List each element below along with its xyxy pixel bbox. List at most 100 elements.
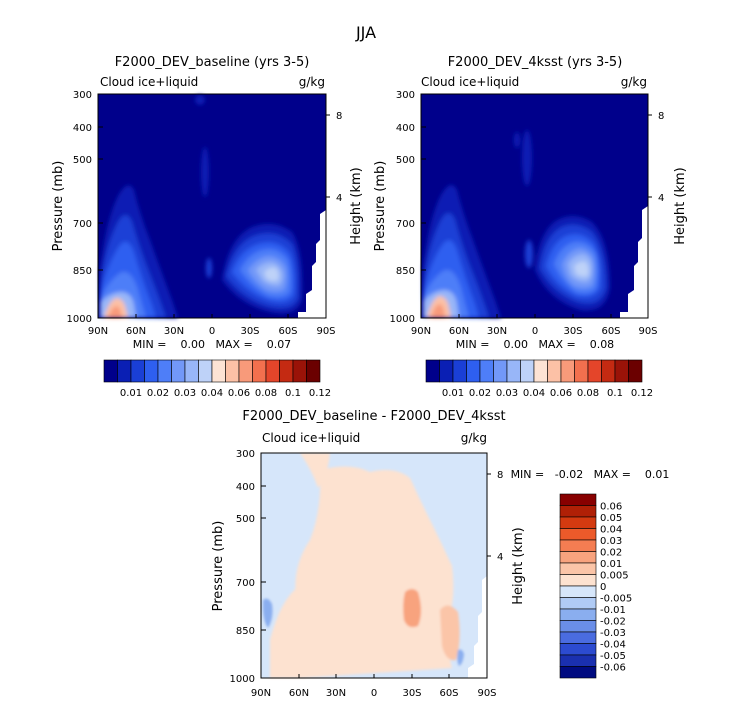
p2-colorbar-swatch-6	[506, 359, 521, 383]
panel-1: F2000_DEV_baseline (yrs 3-5) Cloud ice+l…	[51, 55, 364, 399]
p2-xtick-0: 0	[532, 326, 538, 337]
p2-colorbar-label-3: 0.04	[523, 388, 545, 399]
panel-2-title: F2000_DEV_4ksst (yrs 3-5)	[448, 55, 623, 70]
panel-3-x-axis: 90N 60N 30N 0 30S 60S 90S	[251, 674, 497, 699]
p2-ytick-1000: 1000	[390, 314, 415, 325]
p2-colorbar-swatch-8	[533, 359, 548, 383]
p1-colorbar-swatch-0	[103, 359, 118, 383]
p2-colorbar-label-0: 0.01	[442, 388, 464, 399]
p1-colorbar-label-6: 0.1	[285, 388, 301, 399]
p2-y2tick-4: 4	[658, 193, 664, 204]
p2-colorbar-swatch-14	[614, 359, 629, 383]
p2-colorbar-label-2: 0.03	[496, 388, 518, 399]
p3-xtick-0: 0	[371, 688, 377, 699]
p1-colorbar-label-0: 0.01	[120, 388, 142, 399]
p3-colorbar-swatch-3	[559, 528, 597, 541]
p3-colorbar-swatch-7	[559, 574, 597, 587]
p3-colorbar-swatch-15	[559, 666, 597, 679]
p2-colorbar-swatch-2	[452, 359, 467, 383]
panel-1-x-axis: 90N 60N 30N 0 30S 60S 90S	[88, 314, 336, 337]
panel-1-y-axis: 300 400 500 700 850 1000 Pressure (mb)	[51, 90, 103, 325]
p1-ytick-500: 500	[73, 155, 92, 166]
p1-xtick-90N: 90N	[88, 326, 108, 337]
p1-colorbar-swatch-3	[144, 359, 159, 383]
p1-xtick-60N: 60N	[126, 326, 146, 337]
p1-colorbar-swatch-15	[306, 359, 321, 383]
p3-colorbar-label-11: -0.03	[600, 628, 626, 639]
p2-xtick-30N: 30N	[487, 326, 507, 337]
p3-ytick-400: 400	[236, 482, 255, 493]
p3-y2tick-4: 4	[497, 552, 503, 563]
p3-colorbar-label-2: 0.04	[600, 525, 622, 536]
p1-colorbar-label-2: 0.03	[174, 388, 196, 399]
p3-xtick-30N: 30N	[326, 688, 346, 699]
p1-colorbar-swatch-7	[198, 359, 213, 383]
p2-xtick-90N: 90N	[411, 326, 431, 337]
p3-colorbar-label-5: 0.01	[600, 559, 622, 570]
p1-colorbar-swatch-4	[157, 359, 172, 383]
panel-2-variable: Cloud ice+liquid	[421, 75, 519, 89]
p3-colorbar-swatch-8	[559, 585, 597, 598]
p1-y2label: Height (km)	[349, 167, 364, 244]
p3-xtick-60S: 60S	[439, 688, 458, 699]
p1-ytick-1000: 1000	[67, 314, 92, 325]
panel-2-x-axis: 90N 60N 30N 0 30S 60S 90S	[411, 314, 658, 337]
p1-xtick-0: 0	[209, 326, 215, 337]
panel-2-plot-area	[420, 93, 649, 319]
panel-1-stats: MIN = 0.00 MAX = 0.07	[133, 338, 291, 351]
p1-ytick-850: 850	[73, 266, 92, 277]
p2-xtick-60N: 60N	[449, 326, 469, 337]
p1-colorbar-label-1: 0.02	[147, 388, 169, 399]
panel-3-stats: MIN = -0.02 MAX = 0.01	[511, 468, 670, 481]
p2-y2label: Height (km)	[673, 167, 688, 244]
p1-xtick-60S: 60S	[278, 326, 297, 337]
p3-xtick-60N: 60N	[289, 688, 309, 699]
p3-ytick-300: 300	[236, 449, 255, 460]
p2-xtick-60S: 60S	[601, 326, 620, 337]
p2-colorbar-label-6: 0.1	[607, 388, 623, 399]
p2-colorbar-swatch-15	[628, 359, 643, 383]
p3-colorbar-label-6: 0.005	[600, 571, 629, 582]
p3-ytick-1000: 1000	[230, 674, 255, 685]
p1-colorbar-swatch-2	[130, 359, 145, 383]
p1-colorbar-swatch-11	[252, 359, 267, 383]
p2-xtick-90S: 90S	[638, 326, 657, 337]
p2-colorbar-swatch-1	[439, 359, 454, 383]
p2-colorbar-swatch-7	[520, 359, 535, 383]
p1-xtick-30N: 30N	[164, 326, 184, 337]
p3-colorbar-swatch-1	[559, 505, 597, 518]
p2-ytick-400: 400	[396, 123, 415, 134]
panel-1-y2-axis: 8 4 Height (km)	[326, 111, 364, 245]
p3-colorbar-label-10: -0.02	[600, 617, 626, 628]
p2-colorbar-swatch-9	[547, 359, 562, 383]
panel-3-colorbar: 0.060.050.040.030.020.010.0050-0.005-0.0…	[559, 493, 632, 679]
p2-colorbar-swatch-11	[574, 359, 589, 383]
p3-colorbar-label-7: 0	[600, 582, 606, 593]
p3-colorbar-swatch-0	[559, 493, 597, 506]
p3-colorbar-swatch-9	[559, 597, 597, 610]
p3-ytick-700: 700	[236, 578, 255, 589]
panel-3: F2000_DEV_baseline - F2000_DEV_4ksst Clo…	[211, 409, 669, 699]
panel-1-plot-area	[97, 93, 327, 319]
p2-ytick-500: 500	[396, 155, 415, 166]
panel-1-title: F2000_DEV_baseline (yrs 3-5)	[115, 55, 310, 70]
p3-ytick-500: 500	[236, 514, 255, 525]
p3-colorbar-swatch-14	[559, 654, 597, 667]
p2-ytick-850: 850	[396, 266, 415, 277]
p3-colorbar-swatch-11	[559, 620, 597, 633]
p3-ylabel: Pressure (mb)	[211, 521, 226, 612]
p3-colorbar-label-1: 0.05	[600, 513, 622, 524]
p3-colorbar-swatch-5	[559, 551, 597, 564]
panel-1-units: g/kg	[299, 75, 325, 89]
panel-2-units: g/kg	[621, 75, 647, 89]
p1-colorbar-swatch-9	[225, 359, 240, 383]
panel-3-variable: Cloud ice+liquid	[262, 431, 360, 445]
p3-ytick-850: 850	[236, 626, 255, 637]
p2-colorbar-swatch-13	[601, 359, 616, 383]
p2-xtick-30S: 30S	[563, 326, 582, 337]
p3-colorbar-swatch-2	[559, 516, 597, 529]
p3-colorbar-label-0: 0.06	[600, 502, 622, 513]
p3-colorbar-label-14: -0.06	[600, 663, 626, 674]
p1-colorbar-label-3: 0.04	[201, 388, 223, 399]
p3-colorbar-swatch-4	[559, 539, 597, 552]
